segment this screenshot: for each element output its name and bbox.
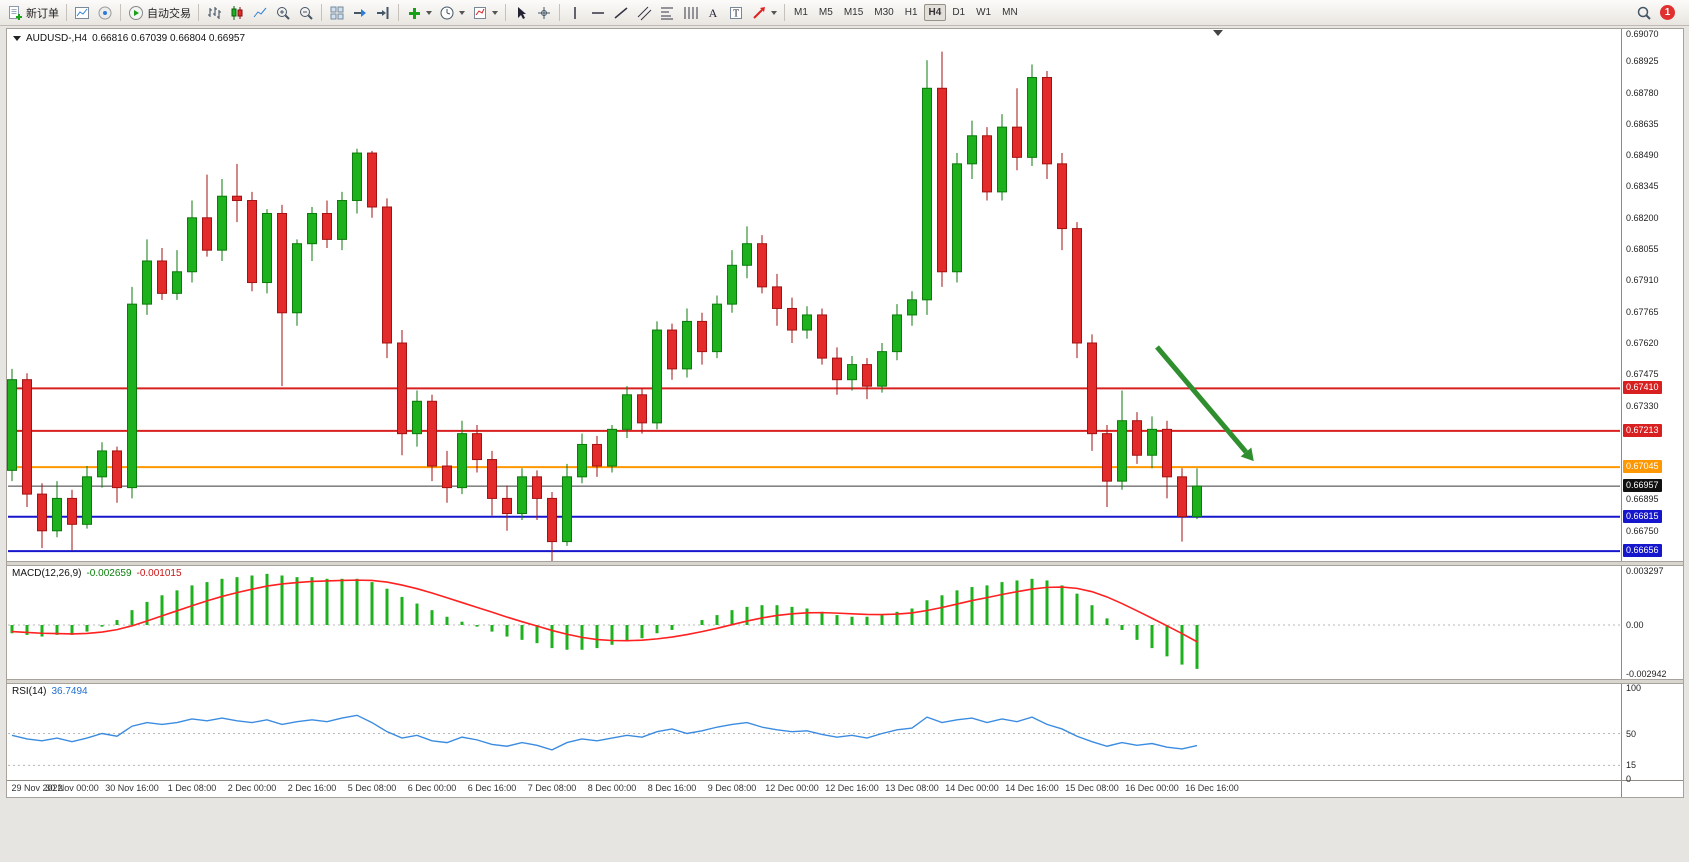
- macd-header: MACD(12,26,9) -0.002659 -0.001015: [12, 568, 182, 579]
- cursor-tool-button[interactable]: [510, 2, 532, 23]
- bar-chart-icon: [208, 6, 221, 19]
- toolbar: 新订单 自动交易: [0, 0, 1689, 26]
- templates-button[interactable]: [469, 2, 501, 23]
- timeframe-m1[interactable]: M1: [794, 7, 808, 18]
- bar-chart-button[interactable]: [203, 2, 225, 23]
- autotrading-icon: [129, 5, 143, 20]
- chart-shift-marker[interactable]: [1213, 30, 1223, 36]
- fibonacci-tool-button[interactable]: [656, 2, 678, 23]
- chart-symbol-period: AUDUSD-,H4: [26, 33, 88, 44]
- chart-header: AUDUSD-,H4 0.66816 0.67039 0.66804 0.669…: [13, 33, 245, 44]
- mql5-community-button[interactable]: [94, 2, 116, 23]
- vertical-line-icon: [574, 6, 576, 19]
- autotrading-button[interactable]: 自动交易: [125, 2, 194, 23]
- toolbar-separator: [120, 4, 121, 21]
- new-order-button[interactable]: 新订单: [4, 2, 62, 23]
- timeframe-h1[interactable]: H1: [904, 7, 918, 18]
- toolbar-separator: [505, 4, 506, 21]
- timeframe-m15[interactable]: M15: [843, 7, 864, 18]
- chart-shift-icon: [377, 6, 389, 19]
- indicators-button[interactable]: [403, 2, 435, 23]
- macd-pane-splitter[interactable]: [7, 561, 1683, 566]
- auto-scroll-button[interactable]: [349, 2, 371, 23]
- price-axis-border: [1621, 29, 1622, 797]
- chart-window-icon: [75, 6, 89, 19]
- clock-icon: [440, 6, 454, 19]
- cycle-lines-tool-button[interactable]: [679, 2, 701, 23]
- zoom-in-button[interactable]: [272, 2, 294, 23]
- cursor-icon: [518, 6, 526, 19]
- horizontal-line-tool-button[interactable]: [587, 2, 609, 23]
- vertical-line-tool-button[interactable]: [564, 2, 586, 23]
- trendline-tool-button[interactable]: [610, 2, 632, 23]
- tile-windows-button[interactable]: [326, 2, 348, 23]
- timeframe-mn[interactable]: MN: [1002, 7, 1018, 18]
- macd-label: MACD(12,26,9): [12, 568, 82, 579]
- chevron-down-icon: [492, 10, 498, 15]
- toolbar-separator: [198, 4, 199, 21]
- chevron-down-icon: [426, 10, 432, 15]
- crosshair-icon: [538, 6, 550, 19]
- time-axis-border: [7, 780, 1683, 781]
- cycle-lines-icon: [684, 6, 698, 19]
- timeframe-d1[interactable]: D1: [952, 7, 966, 18]
- rsi-label: RSI(14): [12, 686, 47, 697]
- shapes-tool-button[interactable]: [748, 2, 780, 23]
- svg-text:A: A: [709, 6, 718, 20]
- arrow-tool-icon: [753, 6, 765, 19]
- chart-ohlc-values: 0.66816 0.67039 0.66804 0.66957: [92, 33, 246, 44]
- trendline-icon: [614, 6, 628, 19]
- new-order-icon: [9, 5, 22, 20]
- channel-tool-button[interactable]: [633, 2, 655, 23]
- svg-text:T: T: [733, 8, 739, 19]
- line-chart-button[interactable]: [249, 2, 271, 23]
- rsi-header: RSI(14) 36.7494: [12, 686, 88, 697]
- rsi-value: 36.7494: [51, 686, 88, 697]
- timeframe-h4[interactable]: H4: [923, 4, 947, 21]
- channel-icon: [637, 6, 652, 20]
- chart-window[interactable]: [6, 28, 1684, 798]
- toolbar-separator: [66, 4, 67, 21]
- candlestick-chart-button[interactable]: [226, 2, 248, 23]
- text-tool-icon: A: [709, 6, 718, 20]
- community-icon: [98, 6, 112, 19]
- label-tool-button[interactable]: T: [725, 2, 747, 23]
- label-tool-icon: T: [730, 6, 742, 19]
- autotrading-label: 自动交易: [147, 7, 191, 20]
- timeframe-m5[interactable]: M5: [818, 7, 833, 18]
- tile-windows-icon: [330, 6, 344, 19]
- zoom-in-icon: [277, 6, 290, 20]
- horizontal-line-icon: [592, 11, 604, 14]
- open-chart-button[interactable]: [71, 2, 93, 23]
- text-tool-button[interactable]: A: [702, 2, 724, 23]
- toolbar-separator: [784, 4, 785, 21]
- rsi-pane-splitter[interactable]: [7, 679, 1683, 684]
- search-button[interactable]: [1633, 2, 1655, 23]
- chevron-down-icon: [771, 10, 777, 15]
- auto-scroll-icon: [354, 8, 366, 17]
- macd-main-value: -0.002659: [86, 568, 132, 579]
- timeframe-m30[interactable]: M30: [874, 7, 894, 18]
- chevron-down-icon: [459, 10, 465, 15]
- search-icon: [1637, 6, 1651, 20]
- timeframe-w1[interactable]: W1: [976, 7, 992, 18]
- crosshair-tool-button[interactable]: [533, 2, 555, 23]
- toolbar-separator: [398, 4, 399, 21]
- toolbar-separator: [321, 4, 322, 21]
- one-click-trading-toggle[interactable]: [13, 36, 21, 41]
- chart-shift-button[interactable]: [372, 2, 394, 23]
- templates-icon: [474, 6, 486, 19]
- toolbar-separator: [559, 4, 560, 21]
- notification-badge[interactable]: 1: [1660, 5, 1675, 20]
- add-indicator-icon: [409, 7, 420, 19]
- periods-button[interactable]: [436, 2, 468, 23]
- new-order-label: 新订单: [26, 7, 59, 20]
- candlestick-chart-icon: [231, 5, 243, 20]
- zoom-out-icon: [300, 6, 313, 20]
- line-chart-icon: [253, 7, 267, 17]
- zoom-out-button[interactable]: [295, 2, 317, 23]
- fibonacci-icon: [661, 7, 673, 19]
- macd-signal-value: -0.001015: [136, 568, 182, 579]
